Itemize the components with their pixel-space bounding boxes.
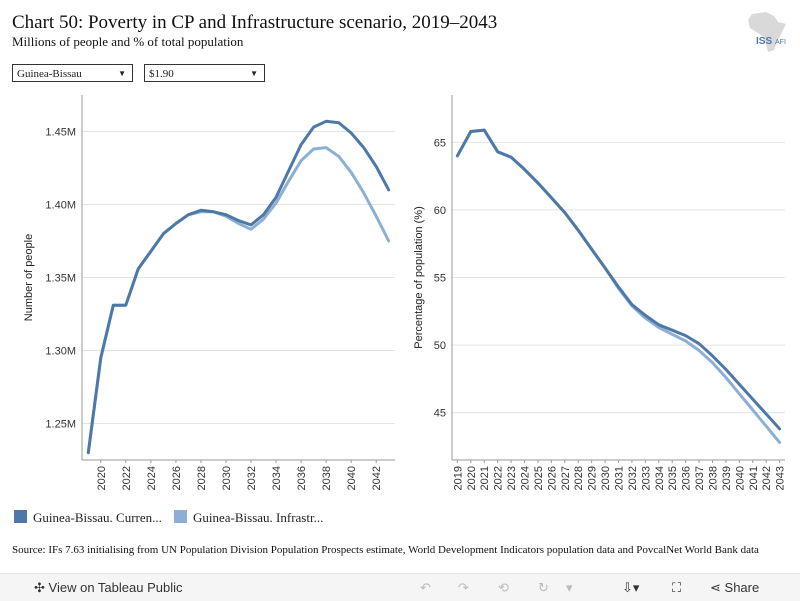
y-tick-label: 50 <box>434 340 446 352</box>
x-tick-label: 2043 <box>775 466 787 490</box>
x-tick-label: 2042 <box>761 466 773 490</box>
country-select[interactable]: Guinea-Bissau ▼ <box>12 64 133 82</box>
legend-item-current-path[interactable]: Guinea-Bissau. Curren... <box>14 510 162 526</box>
y-tick-label: 55 <box>434 273 446 285</box>
y-tick-label: 65 <box>434 137 446 149</box>
series-line-1 <box>86 146 391 455</box>
pause-icon[interactable]: ▾ <box>566 580 573 595</box>
y-tick-label: 1.40M <box>45 200 76 212</box>
x-tick-label: 2034 <box>654 466 666 490</box>
refresh-icon[interactable]: ↻ <box>538 580 549 595</box>
view-on-tableau-label: View on Tableau Public <box>48 580 183 595</box>
view-on-tableau-link[interactable]: ✣ View on Tableau Public <box>34 580 182 596</box>
x-tick-label: 2032 <box>246 466 258 490</box>
x-tick-label: 2030 <box>221 466 233 490</box>
x-tick-label: 2038 <box>321 466 333 490</box>
x-tick-label: 2028 <box>573 466 585 490</box>
chevron-down-icon: ▼ <box>118 69 126 78</box>
y-tick-label: 45 <box>434 408 446 420</box>
x-tick-label: 2037 <box>694 466 706 490</box>
download-icon[interactable]: ⇩▾ <box>622 580 640 595</box>
x-tick-label: 2032 <box>627 466 639 490</box>
series-line-0 <box>86 119 391 455</box>
chevron-down-icon: ▼ <box>250 69 258 78</box>
y-tick-label: 1.30M <box>45 346 76 358</box>
share-button[interactable]: ⋖ Share <box>710 580 759 596</box>
y-tick-label: 60 <box>434 205 446 217</box>
source-note: Source: IFs 7.63 initialising from UN Po… <box>12 544 759 556</box>
x-tick-label: 2041 <box>748 466 760 490</box>
x-tick-label: 2021 <box>479 466 491 490</box>
undo-icon[interactable]: ↶ <box>420 580 431 595</box>
x-tick-label: 2022 <box>121 466 133 490</box>
x-tick-label: 2036 <box>296 466 308 490</box>
x-tick-label: 2027 <box>560 466 572 490</box>
x-tick-label: 2024 <box>520 466 532 490</box>
x-tick-label: 2025 <box>533 466 545 490</box>
x-tick-label: 2023 <box>506 466 518 490</box>
fullscreen-icon[interactable]: ⛶ <box>672 580 682 595</box>
chart-title: Chart 50: Poverty in CP and Infrastructu… <box>12 12 498 33</box>
chart-number-of-people: 1.25M 1.30M 1.35M 1.40M 1.45M 2020 2022 2024 202… <box>23 95 395 490</box>
x-tick-label: 2039 <box>721 466 733 490</box>
x-tick-label: 2031 <box>614 466 626 490</box>
x-tick-label: 2040 <box>346 466 358 490</box>
y-axis-title: Number of people <box>23 234 35 321</box>
legend-item-infrastructure[interactable]: Guinea-Bissau. Infrastr... <box>174 510 323 526</box>
x-tick-label: 2028 <box>196 466 208 490</box>
x-tick-label: 2020 <box>96 466 108 490</box>
iss-africa-logo: ISS AFI <box>748 12 786 52</box>
tableau-footer: ✣ View on Tableau Public ↶ ↷ ⟲ ↻ ▾ ⇩▾ ⛶ … <box>0 573 800 601</box>
country-select-value: Guinea-Bissau <box>17 68 82 80</box>
share-label: Share <box>724 580 760 595</box>
y-tick-label: 1.35M <box>45 273 76 285</box>
x-tick-label: 2019 <box>452 466 464 490</box>
x-tick-label: 2026 <box>546 466 558 490</box>
redo-icon[interactable]: ↷ <box>458 580 469 595</box>
x-tick-label: 2040 <box>734 466 746 490</box>
x-tick-label: 2033 <box>640 466 652 490</box>
logo-text: ISS <box>756 36 772 47</box>
legend-label: Guinea-Bissau. Curren... <box>33 510 162 525</box>
legend-label: Guinea-Bissau. Infrastr... <box>193 510 324 525</box>
legend-swatch <box>174 510 187 523</box>
x-tick-label: 2036 <box>681 466 693 490</box>
x-tick-label: 2035 <box>667 466 679 490</box>
revert-icon[interactable]: ⟲ <box>498 580 509 595</box>
x-tick-label: 2038 <box>707 466 719 490</box>
legend-swatch <box>14 510 27 523</box>
x-tick-label: 2022 <box>493 466 505 490</box>
y-tick-label: 1.25M <box>45 419 76 431</box>
share-icon: ⋖ <box>710 580 721 595</box>
y-tick-label: 1.45M <box>45 127 76 139</box>
x-tick-label: 2029 <box>587 466 599 490</box>
y-axis-title: Percentage of population (%) <box>413 206 425 348</box>
series-line-0 <box>455 128 782 431</box>
poverty-line-select-value: $1.90 <box>149 68 174 80</box>
poverty-line-select[interactable]: $1.90 ▼ <box>144 64 265 82</box>
africa-map-icon <box>748 12 786 52</box>
x-tick-label: 2024 <box>146 466 158 490</box>
tableau-logo-icon: ✣ <box>34 580 45 595</box>
chart-subtitle: Millions of people and % of total popula… <box>12 34 244 49</box>
logo-text-small: AFI <box>775 39 786 46</box>
x-tick-label: 2030 <box>600 466 612 490</box>
x-tick-label: 2020 <box>466 466 478 490</box>
x-tick-label: 2034 <box>271 466 283 490</box>
x-tick-label: 2042 <box>371 466 383 490</box>
x-tick-label: 2026 <box>171 466 183 490</box>
